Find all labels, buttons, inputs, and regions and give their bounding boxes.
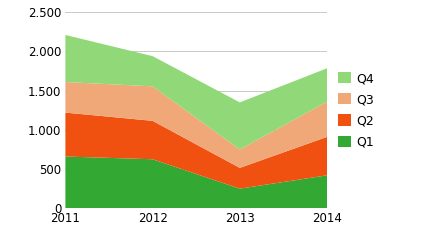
Legend: Q4, Q3, Q2, Q1: Q4, Q3, Q2, Q1 xyxy=(338,72,374,148)
